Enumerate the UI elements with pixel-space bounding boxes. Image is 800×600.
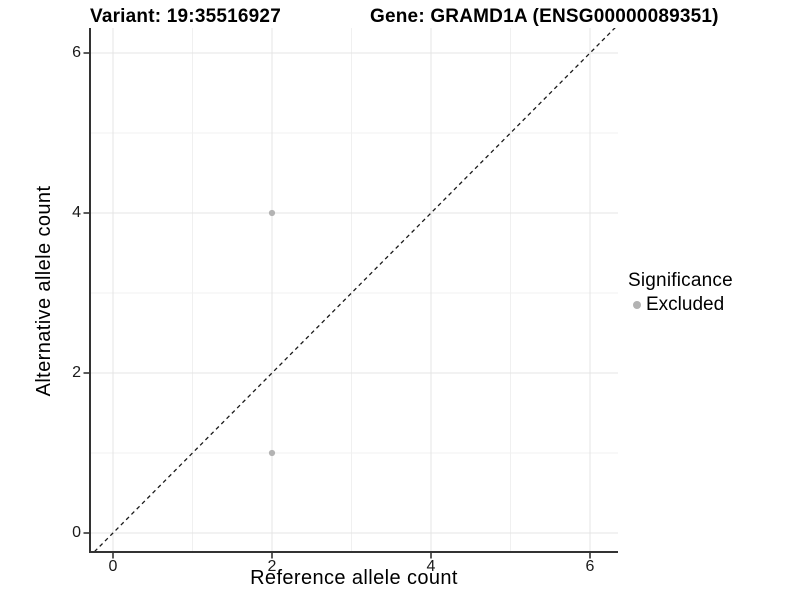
y-tick-label: 2 bbox=[72, 364, 81, 381]
x-tick-label: 0 bbox=[108, 558, 118, 575]
gene-title: Gene: GRAMD1A (ENSG00000089351) bbox=[370, 6, 719, 27]
variant-title: Variant: 19:35516927 bbox=[90, 6, 281, 27]
y-tick-label: 4 bbox=[72, 204, 81, 221]
legend-entry: Excluded bbox=[628, 294, 733, 316]
x-tick-label: 2 bbox=[267, 558, 277, 575]
data-point bbox=[268, 449, 276, 457]
y-tick-label: 6 bbox=[72, 44, 81, 61]
legend-point-icon bbox=[633, 301, 641, 309]
legend-entry-label: Excluded bbox=[646, 294, 725, 315]
data-point bbox=[268, 209, 276, 217]
legend: Significance Excluded bbox=[628, 270, 733, 316]
y-tick-label: 0 bbox=[72, 524, 81, 541]
y-axis-title: Alternative allele count bbox=[33, 185, 55, 397]
x-tick-label: 6 bbox=[585, 558, 595, 575]
x-axis-title: Reference allele count bbox=[250, 567, 458, 589]
identity-dashed-line bbox=[93, 28, 616, 552]
x-tick-label: 4 bbox=[426, 558, 436, 575]
legend-title: Significance bbox=[628, 270, 733, 291]
